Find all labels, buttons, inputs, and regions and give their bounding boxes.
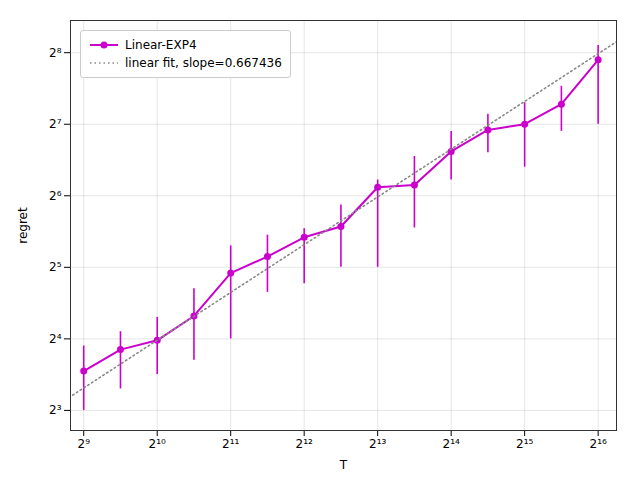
svg-text:2⁴: 2⁴ xyxy=(49,332,62,346)
svg-text:2⁹: 2⁹ xyxy=(78,437,91,451)
svg-text:2¹⁵: 2¹⁵ xyxy=(516,437,533,451)
svg-text:2¹⁶: 2¹⁶ xyxy=(589,437,606,451)
svg-text:2¹⁴: 2¹⁴ xyxy=(443,437,460,451)
svg-text:2¹¹: 2¹¹ xyxy=(222,437,239,451)
svg-text:2³: 2³ xyxy=(49,403,62,417)
svg-text:regret: regret xyxy=(16,207,30,244)
svg-text:2⁸: 2⁸ xyxy=(49,46,62,60)
svg-text:2⁶: 2⁶ xyxy=(49,189,62,203)
svg-text:2¹⁰: 2¹⁰ xyxy=(149,437,166,451)
svg-text:T: T xyxy=(339,458,348,472)
svg-text:2¹²: 2¹² xyxy=(296,437,313,451)
svg-text:2⁷: 2⁷ xyxy=(49,117,62,131)
svg-text:2⁵: 2⁵ xyxy=(49,260,62,274)
svg-text:2¹³: 2¹³ xyxy=(369,437,386,451)
html-text:Linear-EXP4: Linear-EXP4 xyxy=(125,38,197,52)
html-text:linear fit, slope=0.667436: linear fit, slope=0.667436 xyxy=(125,56,282,70)
